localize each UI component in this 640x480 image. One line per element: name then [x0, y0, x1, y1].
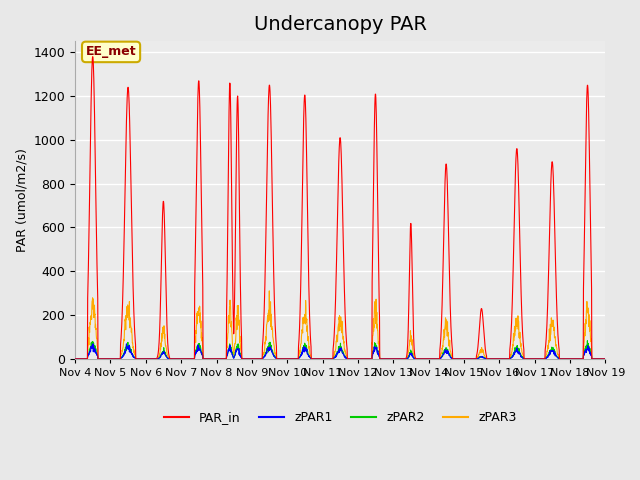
zPAR3 [555, 353, 563, 359]
zPAR1 [601, 356, 609, 362]
PAR_in [89, 54, 97, 60]
PAR_in [555, 339, 563, 345]
zPAR1 [570, 356, 577, 362]
zPAR1 [555, 355, 563, 361]
PAR_in [71, 356, 79, 362]
zPAR3 [71, 356, 79, 362]
Line: PAR_in: PAR_in [75, 57, 605, 359]
zPAR1 [494, 356, 502, 362]
zPAR3 [356, 356, 364, 362]
PAR_in [570, 356, 577, 362]
Line: zPAR3: zPAR3 [75, 291, 605, 359]
Line: zPAR1: zPAR1 [75, 344, 605, 359]
zPAR2 [601, 356, 609, 362]
zPAR2 [71, 356, 79, 362]
Y-axis label: PAR (umol/m2/s): PAR (umol/m2/s) [15, 148, 28, 252]
Text: EE_met: EE_met [86, 46, 136, 59]
zPAR2 [355, 356, 363, 362]
Legend: PAR_in, zPAR1, zPAR2, zPAR3: PAR_in, zPAR1, zPAR2, zPAR3 [159, 407, 522, 430]
PAR_in [601, 356, 609, 362]
zPAR2 [494, 356, 502, 362]
zPAR2 [367, 356, 374, 362]
zPAR1 [220, 356, 227, 362]
PAR_in [367, 356, 375, 362]
zPAR3 [494, 356, 502, 362]
zPAR1 [356, 356, 364, 362]
zPAR3 [570, 356, 577, 362]
Line: zPAR2: zPAR2 [75, 341, 605, 359]
PAR_in [356, 356, 364, 362]
zPAR2 [554, 355, 562, 361]
PAR_in [494, 356, 502, 362]
zPAR1 [71, 356, 79, 362]
zPAR2 [569, 356, 577, 362]
zPAR3 [367, 356, 375, 362]
PAR_in [220, 356, 227, 362]
zPAR2 [584, 338, 591, 344]
zPAR3 [266, 288, 273, 294]
zPAR3 [219, 356, 227, 362]
zPAR1 [367, 356, 375, 362]
zPAR1 [123, 341, 131, 347]
zPAR3 [601, 356, 609, 362]
zPAR2 [219, 356, 227, 362]
Title: Undercanopy PAR: Undercanopy PAR [253, 15, 427, 34]
